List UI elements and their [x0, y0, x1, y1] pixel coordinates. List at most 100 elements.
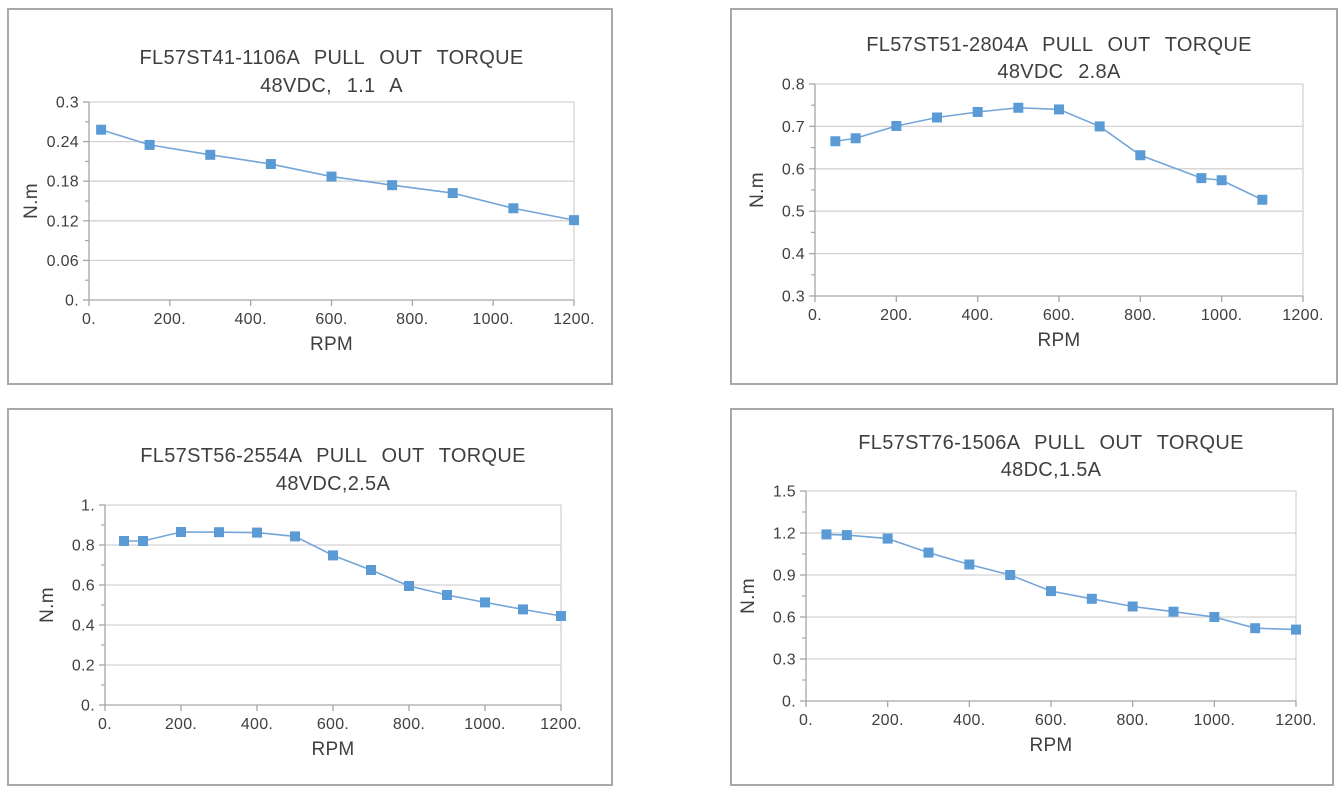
- data-point-marker: [144, 139, 155, 150]
- data-point-marker: [1257, 194, 1268, 205]
- data-point-marker: [480, 597, 490, 608]
- data-point-marker: [1086, 593, 1097, 604]
- x-tick-label: 400.: [961, 307, 993, 324]
- x-axis-title: RPM: [311, 739, 354, 760]
- y-tick-label: 0.: [782, 694, 796, 711]
- series-line: [826, 533, 1297, 631]
- y-tick-label: 0.6: [782, 161, 805, 178]
- y-tick-label: 1.: [81, 498, 95, 515]
- data-point-marker: [964, 559, 975, 570]
- data-point-marker: [176, 527, 186, 537]
- x-tick-label: 400.: [953, 712, 985, 729]
- chart-subtitle: 48VDC,2.5A: [276, 473, 391, 495]
- y-tick-label: 0.8: [782, 77, 805, 94]
- data-point-marker: [1127, 601, 1138, 612]
- chart-fl57st56-2554a: FL57ST56-2554A PULL OUT TORQUE 48VDC,2.5A…: [37, 445, 582, 760]
- y-tick-label: 0.3: [56, 95, 79, 112]
- x-tick-label: 200.: [165, 716, 197, 733]
- data-point-marker: [923, 547, 934, 558]
- y-tick-label: 0.12: [47, 213, 79, 230]
- y-axis-title: N.m: [37, 587, 58, 623]
- y-tick-label: 0.3: [773, 652, 796, 669]
- data-point-marker: [1250, 623, 1261, 634]
- y-axis-title: N.m: [747, 172, 768, 208]
- chart-subtitle: 48VDC 2.8A: [997, 61, 1121, 83]
- x-tick-label: 200.: [880, 307, 912, 324]
- data-point-marker: [96, 124, 107, 135]
- y-tick-label: 0.3: [782, 289, 805, 306]
- chart-panel-fl57st51: FL57ST51-2804A PULL OUT TORQUE 48VDC 2.8A…: [730, 8, 1338, 385]
- data-point-marker: [508, 203, 519, 214]
- data-point-marker: [1196, 173, 1207, 184]
- chart-panel-fl57st41: FL57ST41-1106A PULL OUT TORQUE 48VDC, 1.1…: [7, 8, 613, 385]
- y-tick-label: 1.2: [773, 526, 796, 543]
- x-tick-label: 0.: [82, 311, 96, 328]
- data-point-marker: [569, 215, 579, 226]
- data-point-marker: [518, 604, 528, 615]
- data-point-marker: [1013, 102, 1024, 113]
- data-point-marker: [1168, 606, 1179, 617]
- chart-fl57st76-1506a: FL57ST76-1506A PULL OUT TORQUE 48DC,1.5A 0…: [738, 432, 1317, 756]
- y-tick-label: 0.6: [72, 578, 95, 595]
- series-line: [100, 128, 575, 221]
- y-axis-title: N.m: [21, 183, 42, 219]
- data-point-marker: [205, 149, 216, 160]
- y-tick-label: 0.6: [773, 610, 796, 627]
- x-tick-label: 1000.: [464, 716, 506, 733]
- x-axis-title: RPM: [310, 334, 353, 355]
- y-tick-label: 0.8: [72, 538, 95, 555]
- x-tick-label: 200.: [871, 712, 903, 729]
- x-tick-label: 1000.: [1194, 712, 1236, 729]
- x-tick-label: 1200.: [540, 716, 582, 733]
- y-tick-label: 0.9: [773, 568, 796, 585]
- data-point-marker: [850, 133, 861, 144]
- chart-subtitle: 48VDC, 1.1 A: [260, 75, 403, 97]
- chart-title: FL57ST56-2554A PULL OUT TORQUE: [140, 445, 525, 467]
- data-point-marker: [821, 529, 832, 540]
- y-tick-label: 0.5: [782, 204, 805, 221]
- x-tick-label: 1200.: [1275, 712, 1317, 729]
- chart-panel-fl57st56: FL57ST56-2554A PULL OUT TORQUE 48VDC,2.5A…: [7, 408, 613, 786]
- x-tick-label: 800.: [393, 716, 425, 733]
- data-point-marker: [1054, 104, 1064, 115]
- data-point-marker: [119, 536, 129, 546]
- x-tick-label: 0.: [98, 716, 112, 733]
- data-point-marker: [830, 136, 841, 147]
- chart-panel-fl57st76: FL57ST76-1506A PULL OUT TORQUE 48DC,1.5A 0…: [730, 408, 1334, 786]
- y-tick-label: 0.: [65, 293, 79, 310]
- data-point-marker: [841, 530, 852, 541]
- y-tick-label: 0.2: [72, 658, 95, 675]
- chart-fl57st41-1106a: FL57ST41-1106A PULL OUT TORQUE 48VDC, 1.1…: [21, 47, 595, 355]
- data-point-marker: [326, 171, 337, 182]
- data-point-marker: [932, 112, 942, 123]
- data-point-marker: [442, 590, 452, 600]
- x-tick-label: 800.: [1116, 712, 1148, 729]
- x-tick-label: 400.: [234, 311, 266, 328]
- y-tick-label: 1.5: [773, 484, 796, 501]
- chart-title: FL57ST41-1106A PULL OUT TORQUE: [140, 47, 524, 69]
- data-point-marker: [214, 527, 224, 538]
- x-tick-label: 400.: [241, 716, 273, 733]
- x-tick-label: 0.: [808, 307, 822, 324]
- x-tick-label: 800.: [396, 311, 428, 328]
- data-point-marker: [1046, 586, 1056, 597]
- data-point-marker: [265, 159, 276, 170]
- x-tick-label: 600.: [315, 311, 347, 328]
- y-tick-label: 0.: [81, 698, 95, 715]
- data-point-marker: [138, 536, 148, 546]
- data-point-marker: [1216, 175, 1227, 186]
- x-axis-title: RPM: [1037, 330, 1080, 351]
- data-point-marker: [1209, 612, 1220, 622]
- data-point-marker: [387, 180, 398, 191]
- data-point-marker: [1005, 570, 1016, 580]
- x-tick-label: 600.: [1043, 307, 1075, 324]
- x-tick-label: 1200.: [553, 311, 595, 328]
- data-point-marker: [447, 188, 458, 199]
- chart-title: FL57ST51-2804A PULL OUT TORQUE: [866, 34, 1251, 56]
- x-tick-label: 600.: [1035, 712, 1067, 729]
- chart-fl57st51-2804a: FL57ST51-2804A PULL OUT TORQUE 48VDC 2.8A…: [747, 34, 1323, 351]
- y-axis-title: N.m: [738, 578, 759, 614]
- data-point-marker: [556, 611, 566, 621]
- chart-subtitle: 48DC,1.5A: [1001, 459, 1102, 481]
